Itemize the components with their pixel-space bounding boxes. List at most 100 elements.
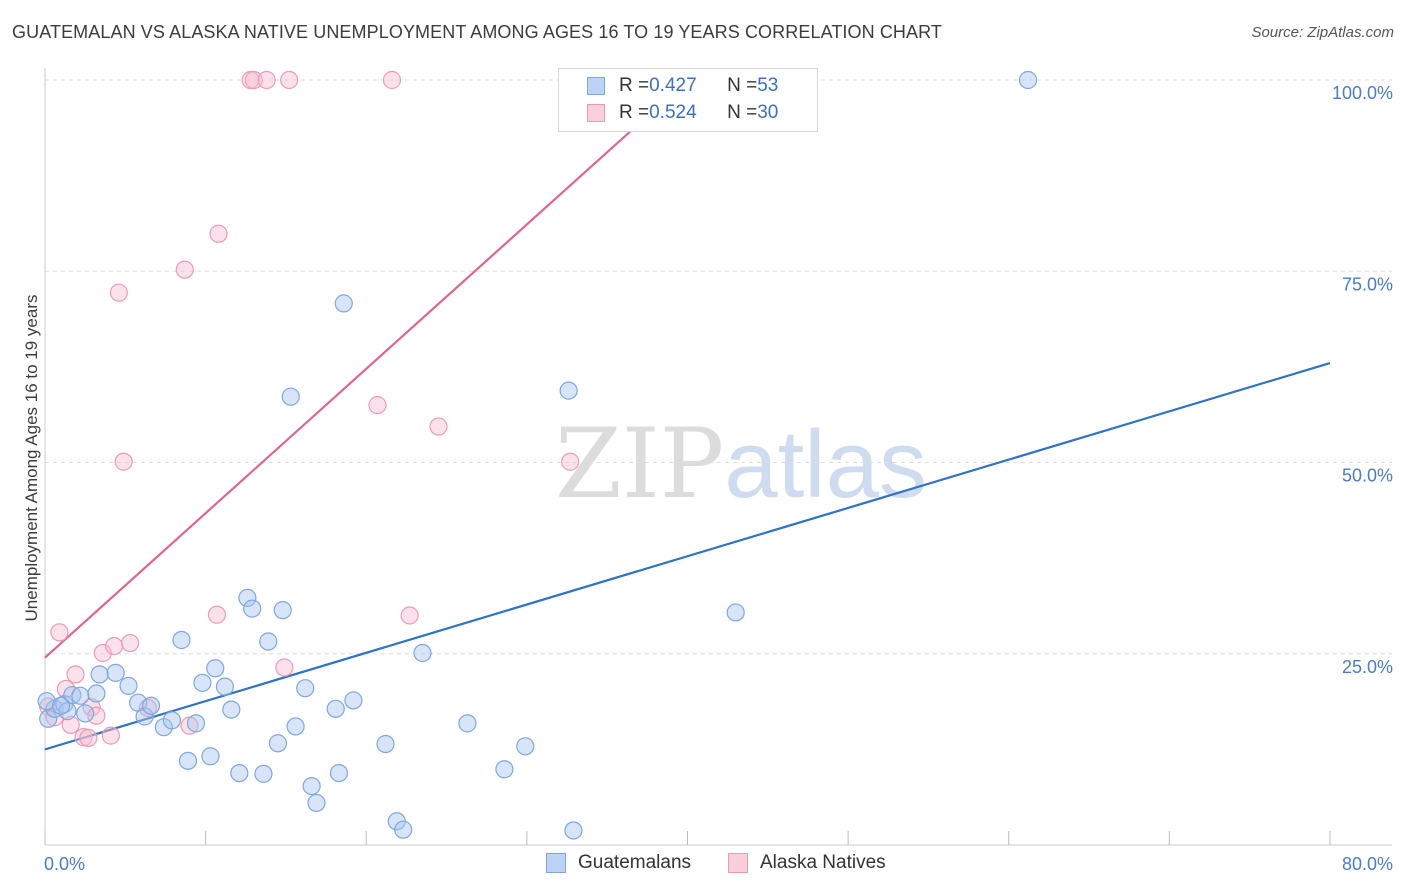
legend-n-label: N = — [727, 102, 758, 123]
guatemalans-point — [178, 751, 198, 770]
y-tick-label: 75.0% — [1342, 274, 1393, 294]
guatemalans-point — [307, 793, 326, 813]
alaska-natives-point — [257, 70, 276, 90]
legend-n-label: N = — [727, 75, 758, 96]
guatemalans-point — [559, 381, 578, 400]
alaska-natives-point — [280, 70, 299, 90]
legend-swatch-blue — [587, 77, 605, 95]
guatemalans-point — [495, 760, 514, 779]
legend-r-label: R = — [619, 75, 650, 96]
guatemalans-point — [1018, 70, 1038, 90]
guatemalans-point — [516, 737, 535, 756]
alaska-natives-trend-line — [44, 79, 689, 659]
alaska-natives-point — [382, 70, 402, 90]
legend-r-value: 0.427 — [649, 75, 697, 96]
guatemalans-point — [135, 707, 154, 726]
alaska-natives-point — [244, 70, 263, 90]
guatemalans-point — [119, 676, 138, 695]
legend-n-value: 53 — [757, 75, 779, 96]
legend-swatch-pink — [587, 104, 605, 122]
legend-item-alaska-natives[interactable]: Alaska Natives — [728, 852, 886, 874]
guatemalans-point — [254, 764, 273, 783]
alaska-natives-point — [87, 706, 106, 725]
guatemalans-points — [37, 70, 1038, 840]
legend-item-guatemalans[interactable]: Guatemalans — [546, 852, 691, 874]
guatemalans-point — [286, 717, 305, 736]
legend-swatch-blue — [546, 853, 566, 873]
alaska-natives-point — [93, 643, 112, 663]
guatemalans-point — [376, 734, 395, 754]
y-tick-label: 50.0% — [1342, 466, 1393, 486]
guatemalans-point — [201, 747, 220, 766]
alaska-natives-point — [175, 260, 194, 279]
guatemalans-point — [302, 776, 321, 796]
legend-row-alaska-natives: R = 0.524 N = 30 — [559, 100, 778, 126]
alaska-natives-point — [66, 665, 85, 684]
watermark-zip: ZIP — [555, 408, 725, 520]
guatemalans-point — [268, 734, 288, 753]
guatemalans-point — [76, 704, 95, 723]
watermark-atlas: atlas — [724, 411, 927, 518]
x-tick-label: 0.0% — [44, 854, 85, 874]
alaska-natives-point — [207, 605, 226, 624]
guatemalans-point — [141, 696, 161, 715]
alaska-natives-point — [79, 728, 98, 748]
series-legend: Guatemalans Alaska Natives — [0, 852, 1406, 876]
alaska-natives-point — [275, 658, 294, 677]
guatemalans-point — [273, 601, 292, 620]
guatemalans-point — [90, 665, 109, 684]
legend-r-value: 0.524 — [649, 102, 697, 123]
guatemalans-point — [51, 696, 71, 715]
guatemalans-point — [243, 599, 262, 618]
guatemalans-point — [329, 763, 349, 783]
alaska-natives-point — [400, 606, 419, 625]
legend-r-label: R = — [619, 102, 650, 123]
guatemalans-point — [37, 692, 56, 711]
alaska-natives-point — [104, 636, 124, 656]
alaska-natives-point — [109, 283, 128, 302]
trend-lines — [44, 79, 1331, 751]
alaska-natives-points — [39, 70, 580, 748]
grid-lines — [45, 79, 1392, 655]
guatemalans-point — [172, 630, 191, 650]
guatemalans-point — [326, 699, 345, 718]
guatemalans-point — [162, 711, 181, 730]
guatemalans-trend-line — [44, 361, 1331, 751]
legend-n-value: 30 — [757, 102, 779, 123]
guatemalans-point — [296, 679, 315, 698]
guatemalans-point — [413, 643, 432, 663]
legend-label-alaska-natives: Alaska Natives — [760, 852, 886, 873]
watermark: ZIPatlas — [555, 408, 927, 520]
guatemalans-point — [230, 763, 249, 783]
guatemalans-point — [259, 632, 278, 651]
alaska-natives-point — [50, 623, 69, 642]
guatemalans-point — [215, 677, 234, 696]
guatemalans-point — [334, 294, 353, 313]
guatemalans-point — [281, 387, 300, 406]
guatemalans-point — [71, 686, 90, 705]
alaska-natives-point — [61, 715, 80, 734]
guatemalans-point — [186, 714, 206, 733]
y-tick-label: 100.0% — [1332, 83, 1393, 103]
alaska-natives-point — [121, 633, 140, 653]
chart-title: GUATEMALAN VS ALASKA NATIVE UNEMPLOYMENT… — [12, 22, 943, 42]
alaska-natives-point — [561, 452, 580, 471]
guatemalans-point — [564, 821, 583, 840]
guatemalans-point — [458, 714, 477, 733]
axes — [44, 68, 1392, 846]
legend-label-guatemalans: Guatemalans — [578, 852, 692, 873]
correlation-legend: R = 0.427 N = 53 R = 0.524 N = 30 — [558, 68, 818, 132]
x-tick-label: 80.0% — [1342, 854, 1393, 874]
guatemalans-point — [394, 820, 413, 839]
alaska-natives-point — [101, 726, 120, 745]
alaska-natives-point — [209, 224, 228, 243]
legend-row-guatemalans: R = 0.427 N = 53 — [559, 73, 778, 99]
legend-swatch-pink — [728, 853, 748, 873]
guatemalans-point — [106, 663, 125, 682]
alaska-natives-point — [429, 417, 448, 436]
alaska-natives-point — [114, 452, 133, 471]
guatemalans-point — [222, 700, 241, 719]
guatemalans-point — [238, 588, 257, 608]
tick-labels: 25.0% 50.0% 75.0% 100.0% 0.0% 80.0% — [44, 83, 1393, 874]
